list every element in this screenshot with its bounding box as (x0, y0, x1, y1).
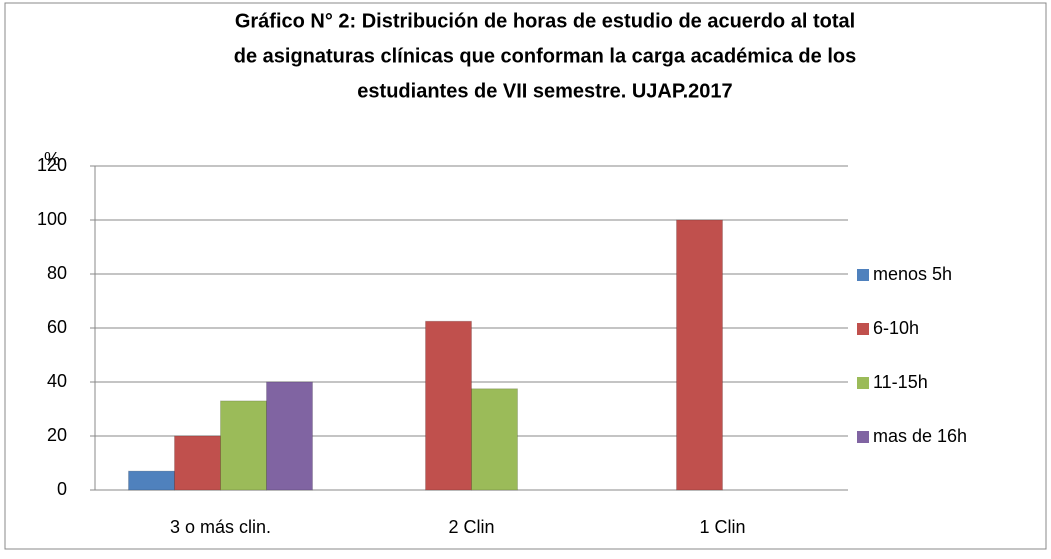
y-tick-label: 100 (37, 209, 67, 229)
legend-swatch (857, 323, 869, 335)
legend-label: mas de 16h (873, 426, 967, 446)
y-tick-label: 20 (47, 425, 67, 445)
chart-title: estudiantes de VII semestre. UJAP.2017 (357, 80, 732, 102)
legend-swatch (857, 269, 869, 281)
x-tick-label: 3 o más clin. (170, 517, 271, 537)
bar (174, 435, 221, 491)
y-tick-label: 60 (47, 317, 67, 337)
y-axis-label: % (44, 149, 60, 169)
y-tick-label: 80 (47, 263, 67, 283)
y-tick-label: 40 (47, 371, 67, 391)
legend-swatch (857, 431, 869, 443)
bar (471, 388, 518, 491)
legend-label: menos 5h (873, 264, 952, 284)
x-tick-label: 1 Clin (699, 517, 745, 537)
legend-swatch (857, 377, 869, 389)
x-tick-label: 2 Clin (448, 517, 494, 537)
bar (676, 219, 723, 491)
legend-label: 6-10h (873, 318, 919, 338)
chart-title: Gráfico N° 2: Distribución de horas de e… (235, 10, 855, 32)
bar (220, 400, 267, 491)
y-tick-label: 120 (37, 155, 67, 175)
bar (266, 381, 313, 491)
chart-title: de asignaturas clínicas que conforman la… (234, 45, 856, 67)
bar (425, 320, 472, 491)
bar (128, 470, 175, 491)
legend-label: 11-15h (873, 372, 928, 392)
y-tick-label: 0 (57, 479, 67, 499)
